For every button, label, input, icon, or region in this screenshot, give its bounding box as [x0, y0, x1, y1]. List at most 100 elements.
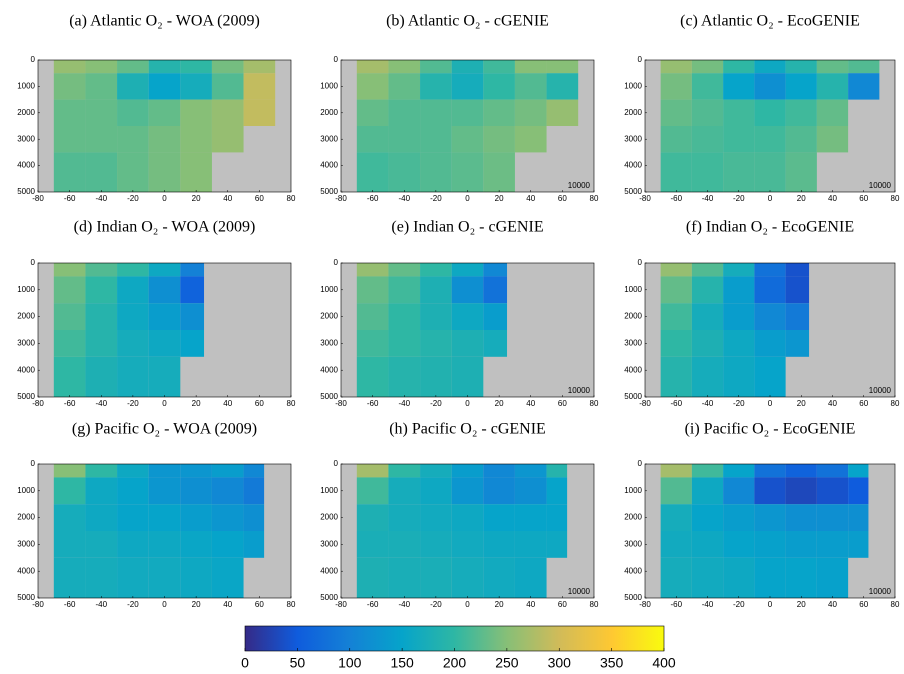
y-tick-label: 5000: [17, 392, 35, 401]
cell: [117, 73, 149, 100]
cell: [451, 263, 484, 277]
cell: [691, 73, 724, 100]
cell: [420, 60, 452, 74]
cell: [451, 356, 484, 397]
x-tick-label: -80: [335, 399, 347, 408]
cell: [388, 73, 421, 100]
cell: [754, 477, 786, 505]
y-tick-label: 4000: [17, 566, 35, 575]
panel-title: (f) Indian O₂ - EcoGENIE: [686, 219, 854, 236]
y-tick-label: 5000: [17, 593, 35, 602]
cell: [785, 504, 817, 531]
cell: [691, 464, 724, 478]
x-tick-label: 0: [465, 399, 470, 408]
panel-title: (a) Atlantic O₂ - WOA (2009): [69, 13, 260, 30]
cell: [483, 477, 515, 505]
colorbar-tick-label: 150: [390, 655, 414, 671]
cell: [723, 477, 755, 505]
cell: [53, 330, 86, 357]
cell: [388, 99, 421, 126]
x-tick-label: -40: [95, 600, 107, 609]
cell: [483, 557, 515, 598]
cell: [148, 531, 181, 558]
x-tick-label: 0: [465, 600, 470, 609]
y-tick-label: 3000: [320, 339, 338, 348]
cell: [356, 73, 389, 100]
x-tick-label: 60: [255, 600, 264, 609]
cell: [356, 263, 389, 277]
y-tick-label: 5000: [624, 187, 642, 196]
cell: [660, 73, 692, 100]
y-tick-label: 0: [334, 55, 339, 64]
y-tick-label: 0: [334, 459, 339, 468]
x-tick-label: -40: [702, 600, 714, 609]
cell: [388, 531, 421, 558]
cell: [117, 60, 149, 74]
cell: [53, 477, 86, 505]
x-tick-label: -40: [95, 194, 107, 203]
cell: [117, 126, 149, 153]
cell: [848, 531, 869, 558]
cell: [723, 356, 755, 397]
cell: [180, 99, 212, 126]
cell: [85, 60, 118, 74]
cell: [754, 263, 786, 277]
cell: [723, 99, 755, 126]
cell: [546, 99, 579, 126]
y-tick-label: 4000: [320, 566, 338, 575]
cell: [85, 303, 118, 330]
cell: [180, 60, 212, 74]
x-tick-label: -20: [733, 600, 745, 609]
y-tick-label: 1000: [320, 285, 338, 294]
cell: [660, 152, 692, 192]
cell: [211, 73, 244, 100]
x-tick-label: 0: [162, 600, 167, 609]
cell: [754, 73, 786, 100]
cell: [85, 152, 118, 192]
x-tick-label: 20: [192, 399, 201, 408]
x-tick-label: -40: [95, 399, 107, 408]
x-tick-label: 0: [162, 194, 167, 203]
cell: [148, 99, 181, 126]
cell: [785, 330, 810, 357]
x-tick-label: 20: [495, 399, 504, 408]
cell: [211, 557, 244, 598]
x-tick-label: -40: [398, 194, 410, 203]
y-tick-label: 2000: [17, 513, 35, 522]
cell: [117, 330, 149, 357]
x-tick-label: -20: [733, 194, 745, 203]
cell: [85, 356, 118, 397]
y-tick-label: 2000: [320, 108, 338, 117]
y-tick-label: 4000: [17, 365, 35, 374]
cell: [754, 504, 786, 531]
cell: [85, 73, 118, 100]
cell: [848, 60, 880, 74]
y-tick-label: 3000: [17, 134, 35, 143]
cell: [514, 557, 547, 598]
cell: [420, 356, 452, 397]
panel-title: (b) Atlantic O₂ - cGENIE: [386, 13, 549, 30]
x-tick-label: -40: [702, 399, 714, 408]
cell: [388, 263, 421, 277]
x-tick-label: -60: [367, 399, 379, 408]
x-tick-label: 60: [558, 399, 567, 408]
cell: [691, 504, 724, 531]
y-tick-label: 5000: [320, 187, 338, 196]
cell: [117, 531, 149, 558]
cell: [388, 276, 421, 304]
cell: [754, 531, 786, 558]
x-tick-label: 0: [768, 600, 773, 609]
annotation: 10000: [869, 181, 892, 190]
cell: [660, 330, 692, 357]
cell: [148, 557, 181, 598]
cell: [53, 276, 86, 304]
y-tick-label: 0: [638, 55, 643, 64]
cell: [451, 531, 484, 558]
cell: [356, 152, 389, 192]
cell: [420, 126, 452, 153]
cell: [660, 531, 692, 558]
x-tick-label: -20: [127, 194, 139, 203]
cell: [53, 303, 86, 330]
cell: [180, 330, 205, 357]
y-tick-label: 2000: [624, 312, 642, 321]
